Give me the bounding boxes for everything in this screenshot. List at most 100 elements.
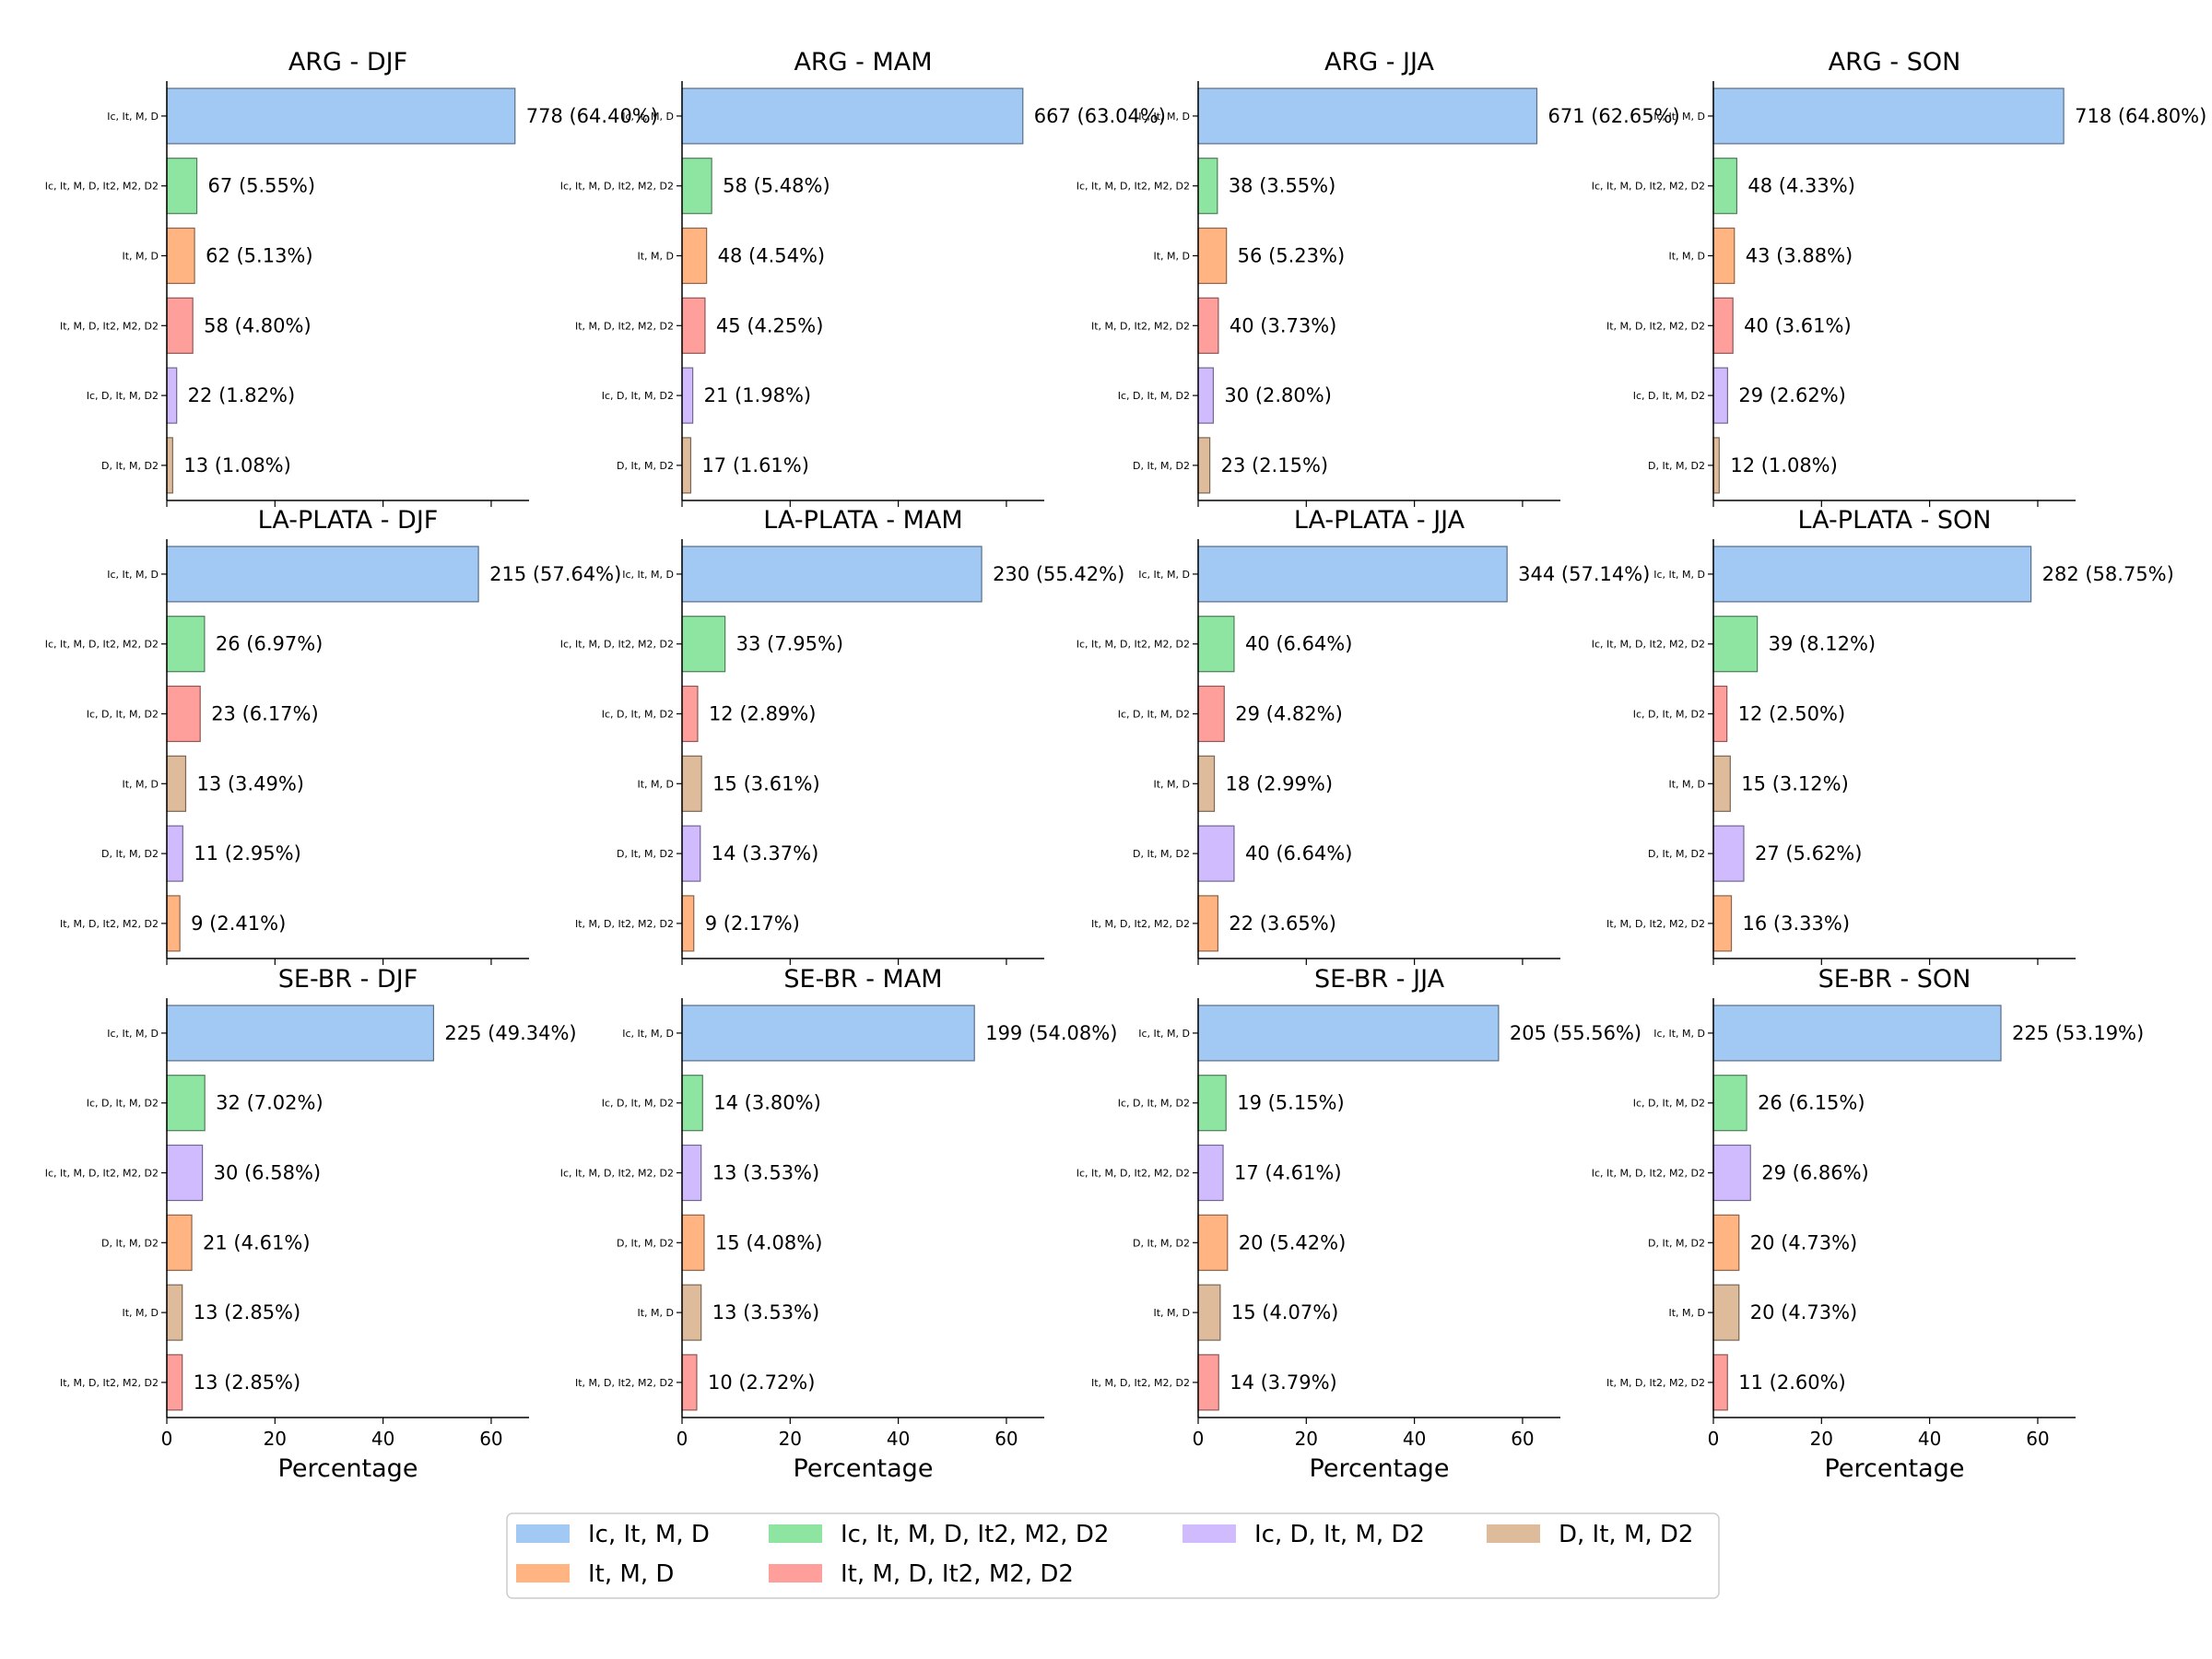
bar [1197, 616, 1235, 673]
y-tick-label: It, M, D [1668, 1307, 1705, 1319]
subplot-panel: 778 (64.40%) Ic, It, M, D 67 (5.55%) Ic, It… [45, 48, 658, 507]
y-tick-label: It, M, D, It2, M2, D2 [1091, 918, 1190, 930]
subplot-panel: 215 (57.64%) Ic, It, M, D 26 (6.97%) Ic, It… [45, 506, 621, 965]
bar-value-label: 43 (3.88%) [1746, 245, 1853, 267]
bar [1712, 1284, 1740, 1341]
bar-value-label: 33 (7.95%) [736, 633, 844, 655]
y-tick-label: It, M, D [122, 778, 159, 790]
y-tick-label: D, It, M, D2 [1648, 1237, 1705, 1249]
y-tick-label: Ic, It, M, D [107, 111, 159, 123]
bar-value-label: 56 (5.23%) [1238, 245, 1346, 267]
y-tick-label: It, M, D [637, 1307, 674, 1319]
bar [681, 367, 694, 424]
y-tick-label: It, M, D, It2, M2, D2 [60, 320, 159, 332]
bar-value-label: 9 (2.17%) [705, 912, 800, 935]
subplot-panel: 282 (58.75%) Ic, It, M, D 39 (8.12%) Ic, It… [1592, 506, 2174, 965]
bar-value-label: 215 (57.64%) [489, 563, 621, 585]
bar [681, 546, 982, 603]
bar [681, 1214, 705, 1271]
y-tick-label: D, It, M, D2 [617, 1237, 674, 1249]
x-tick-label: 60 [1511, 1428, 1534, 1450]
bar-value-label: 20 (4.73%) [1750, 1231, 1858, 1253]
bar-value-label: 718 (64.80%) [2075, 105, 2206, 127]
bar [166, 1005, 435, 1062]
y-tick-label: Ic, D, It, M, D2 [1633, 1098, 1705, 1110]
bar-value-label: 38 (3.55%) [1229, 175, 1336, 197]
subplot-title: SE-BR - SON [1818, 965, 1971, 994]
y-tick-label: Ic, It, M, D, It2, M2, D2 [1592, 1168, 1705, 1180]
subplot-title: LA-PLATA - JJA [1294, 506, 1465, 535]
x-tick-label: 0 [677, 1428, 688, 1450]
bar [166, 895, 181, 952]
y-tick-label: D, It, M, D2 [101, 460, 159, 472]
y-tick-label: It, M, D, It2, M2, D2 [60, 1377, 159, 1389]
y-tick-label: Ic, It, M, D, It2, M2, D2 [45, 1168, 159, 1180]
bar-value-label: 225 (53.19%) [2012, 1022, 2144, 1044]
bar-value-label: 16 (3.33%) [1743, 912, 1851, 935]
y-tick-label: Ic, It, M, D, It2, M2, D2 [45, 639, 159, 651]
bar [1197, 158, 1218, 215]
bar-value-label: 18 (2.99%) [1226, 772, 1334, 794]
bar-value-label: 39 (8.12%) [1769, 633, 1877, 655]
y-tick-label: Ic, D, It, M, D2 [87, 709, 159, 721]
legend-label: Ic, D, It, M, D2 [1254, 1521, 1425, 1548]
bar [1712, 1005, 2002, 1062]
y-tick-label: It, M, D, It2, M2, D2 [1091, 320, 1190, 332]
y-tick-label: Ic, D, It, M, D2 [1118, 709, 1190, 721]
bar [681, 895, 695, 952]
bar [1712, 546, 2032, 603]
bar-value-label: 15 (3.61%) [712, 772, 820, 794]
legend-label: It, M, D [588, 1560, 674, 1588]
legend-swatch [769, 1524, 822, 1543]
x-tick-label: 0 [1193, 1428, 1205, 1450]
bar [166, 546, 479, 603]
subplot-title: ARG - SON [1829, 48, 1961, 76]
subplot-panel: 225 (53.19%) Ic, It, M, D 26 (6.15%) Ic, D,… [1592, 965, 2145, 1483]
bar [1197, 1354, 1219, 1411]
legend-label: Ic, It, M, D [588, 1521, 710, 1548]
y-tick-label: Ic, It, M, D [107, 1028, 159, 1040]
bar-value-label: 11 (2.60%) [1738, 1371, 1846, 1394]
bar [166, 755, 187, 812]
y-tick-label: Ic, It, M, D, It2, M2, D2 [1077, 639, 1190, 651]
x-tick-label: 20 [264, 1428, 287, 1450]
legend-label: D, It, M, D2 [1559, 1521, 1693, 1548]
bar-value-label: 230 (55.42%) [993, 563, 1124, 585]
bar [1197, 1075, 1227, 1132]
bar [1712, 158, 1737, 215]
bar [681, 1005, 975, 1062]
y-tick-label: Ic, It, M, D [1138, 569, 1190, 581]
bar-value-label: 40 (6.64%) [1245, 633, 1353, 655]
bar [1197, 1005, 1500, 1062]
y-tick-label: It, M, D, It2, M2, D2 [1606, 320, 1705, 332]
x-tick-label: 40 [1403, 1428, 1426, 1450]
bar [1197, 367, 1215, 424]
bar [1712, 755, 1731, 812]
bar-value-label: 14 (3.80%) [713, 1092, 821, 1114]
y-tick-label: D, It, M, D2 [1133, 1237, 1190, 1249]
subplot-panel: 667 (63.04%) Ic, It, M, D 58 (5.48%) Ic, It… [560, 48, 1166, 507]
x-tick-label: 0 [1708, 1428, 1720, 1450]
subplot-title: LA-PLATA - MAM [763, 506, 962, 535]
bar [166, 616, 206, 673]
bar-value-label: 40 (3.73%) [1230, 314, 1337, 336]
bar [1712, 685, 1728, 743]
bar-value-label: 13 (3.53%) [712, 1301, 820, 1324]
bar [1712, 1354, 1728, 1411]
x-tick-label: 60 [2026, 1428, 2049, 1450]
bar-value-label: 12 (1.08%) [1730, 454, 1838, 477]
subplot-panel: 718 (64.80%) Ic, It, M, D 48 (4.33%) Ic, It… [1592, 48, 2206, 507]
bar [1712, 367, 1728, 424]
x-tick-label: 60 [479, 1428, 502, 1450]
legend-swatch [1487, 1524, 1540, 1543]
y-tick-label: Ic, It, M, D, It2, M2, D2 [560, 1168, 674, 1180]
bar [681, 685, 699, 743]
x-tick-label: 20 [1810, 1428, 1833, 1450]
bar [1712, 616, 1759, 673]
bar [1712, 88, 2065, 145]
bar [166, 367, 178, 424]
x-axis-label: Percentage [794, 1454, 934, 1483]
y-tick-label: It, M, D [122, 1307, 159, 1319]
y-tick-label: Ic, D, It, M, D2 [1633, 390, 1705, 402]
subplot-title: SE-BR - JJA [1314, 965, 1445, 994]
